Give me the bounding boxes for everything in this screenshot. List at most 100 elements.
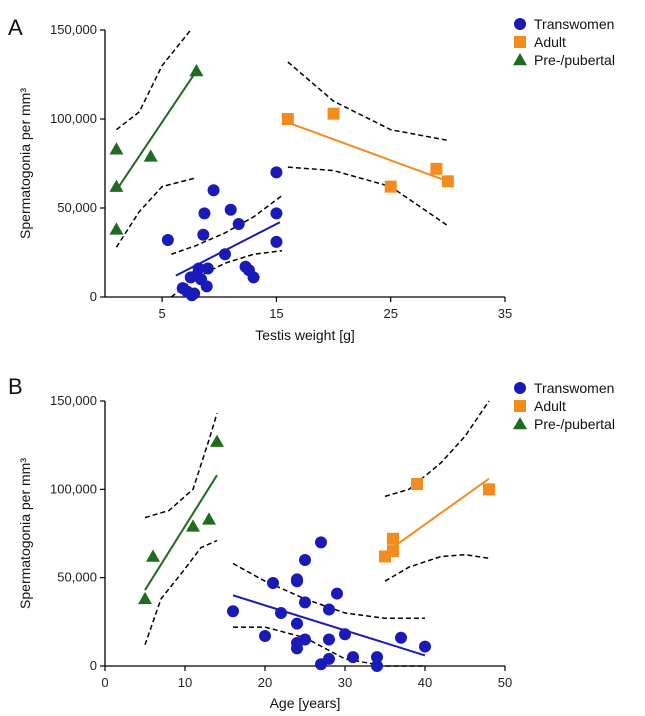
ci-upper-line [287,61,449,142]
regression-line [384,477,490,554]
y-axis-label: Spermatogonia per mm³ [17,88,33,239]
data-point [188,287,201,300]
series-prepubertal [109,29,204,248]
legend-marker-transwomen [514,18,526,30]
data-point [109,179,124,192]
legend-label-transwomen: Transwomen [534,380,614,396]
data-point [419,640,431,653]
data-point [259,629,271,642]
regression-line [175,221,281,277]
data-point [291,642,303,655]
x-tick-label: 35 [498,306,512,321]
x-axis-label: Age [years] [270,695,341,711]
data-point [143,149,158,162]
data-point [411,478,423,491]
x-tick-label: 5 [159,306,166,321]
data-point [291,617,303,630]
data-point [339,628,351,641]
chart-panel-b: B 0 50,000 100,000 150,000 0 10 20 30 40 50 Age [ye… [8,374,615,711]
data-point [371,651,383,664]
x-tick-label: 0 [101,675,108,690]
data-point [232,218,245,231]
data-point [331,587,343,600]
chart-panel-a: A 0 50,000 100,000 150,000 5 15 25 35 Testis weig… [8,15,615,343]
legend-label-adult: Adult [534,398,566,414]
data-point [270,207,283,220]
data-point [200,280,213,293]
data-point [189,63,204,77]
data-point [192,262,205,275]
data-point [227,605,239,618]
data-point [202,512,216,525]
data-point [161,234,174,247]
data-point [247,271,260,284]
data-point [197,228,210,241]
ci-lower-line [384,553,490,582]
regression-line [115,70,198,191]
ci-lower-line [287,166,449,227]
ci-upper-line [171,194,283,256]
y-tick-label: 150,000 [50,22,97,37]
y-tick-label: 50,000 [57,570,97,585]
data-point [323,633,335,646]
legend-marker-adult [514,36,526,48]
legend-marker-transwomen [514,382,526,394]
data-point [387,545,399,558]
legend-label-prepubertal: Pre-/pubertal [534,416,615,432]
ci-upper-line [115,29,192,131]
x-tick-label: 15 [269,306,283,321]
data-point [441,175,454,188]
data-point [384,180,397,193]
legend-marker-prepubertal [513,417,527,430]
panel-label: B [8,374,23,399]
data-point [347,651,359,664]
y-tick-label: 0 [90,289,97,304]
y-tick-label: 100,000 [50,481,97,496]
data-point [201,262,214,275]
legend-label-adult: Adult [534,34,566,50]
ci-upper-line [384,400,490,498]
ci-lower-line [233,626,425,667]
data-point [387,532,399,545]
data-point [109,222,124,235]
data-point [299,596,311,609]
data-point [323,603,335,616]
x-tick-label: 30 [338,675,352,690]
series-adult [281,61,454,227]
ci-upper-line [144,413,218,519]
series-transwomen [161,166,283,302]
data-point [207,184,220,197]
y-tick-label: 50,000 [57,200,97,215]
regression-line [287,121,449,183]
data-point [281,113,294,125]
ci-lower-line [115,176,197,248]
data-point [299,633,311,646]
data-point [267,576,279,589]
legend-label-transwomen: Transwomen [534,16,614,32]
data-point [138,591,152,605]
regression-line [232,594,426,657]
y-axis-label: Spermatogonia per mm³ [17,458,33,609]
data-point [395,631,407,644]
panel-label: A [8,15,23,40]
legend-marker-adult [514,400,526,412]
data-point [186,519,200,532]
data-point [483,483,495,496]
x-tick-label: 50 [498,675,512,690]
series-adult [379,400,495,582]
data-point [270,166,283,179]
data-point [109,142,124,155]
data-point [315,536,327,549]
x-tick-label: 40 [418,675,432,690]
x-tick-label: 20 [258,675,272,690]
x-tick-label: 10 [178,675,192,690]
y-tick-label: 150,000 [50,393,97,408]
data-point [270,235,283,248]
ci-upper-line [232,562,425,620]
ci-lower-line [144,539,218,646]
x-tick-label: 25 [383,306,397,321]
series-transwomen [227,536,431,672]
legend-label-prepubertal: Pre-/pubertal [534,52,615,68]
data-point [219,248,231,261]
y-tick-label: 0 [90,658,97,673]
